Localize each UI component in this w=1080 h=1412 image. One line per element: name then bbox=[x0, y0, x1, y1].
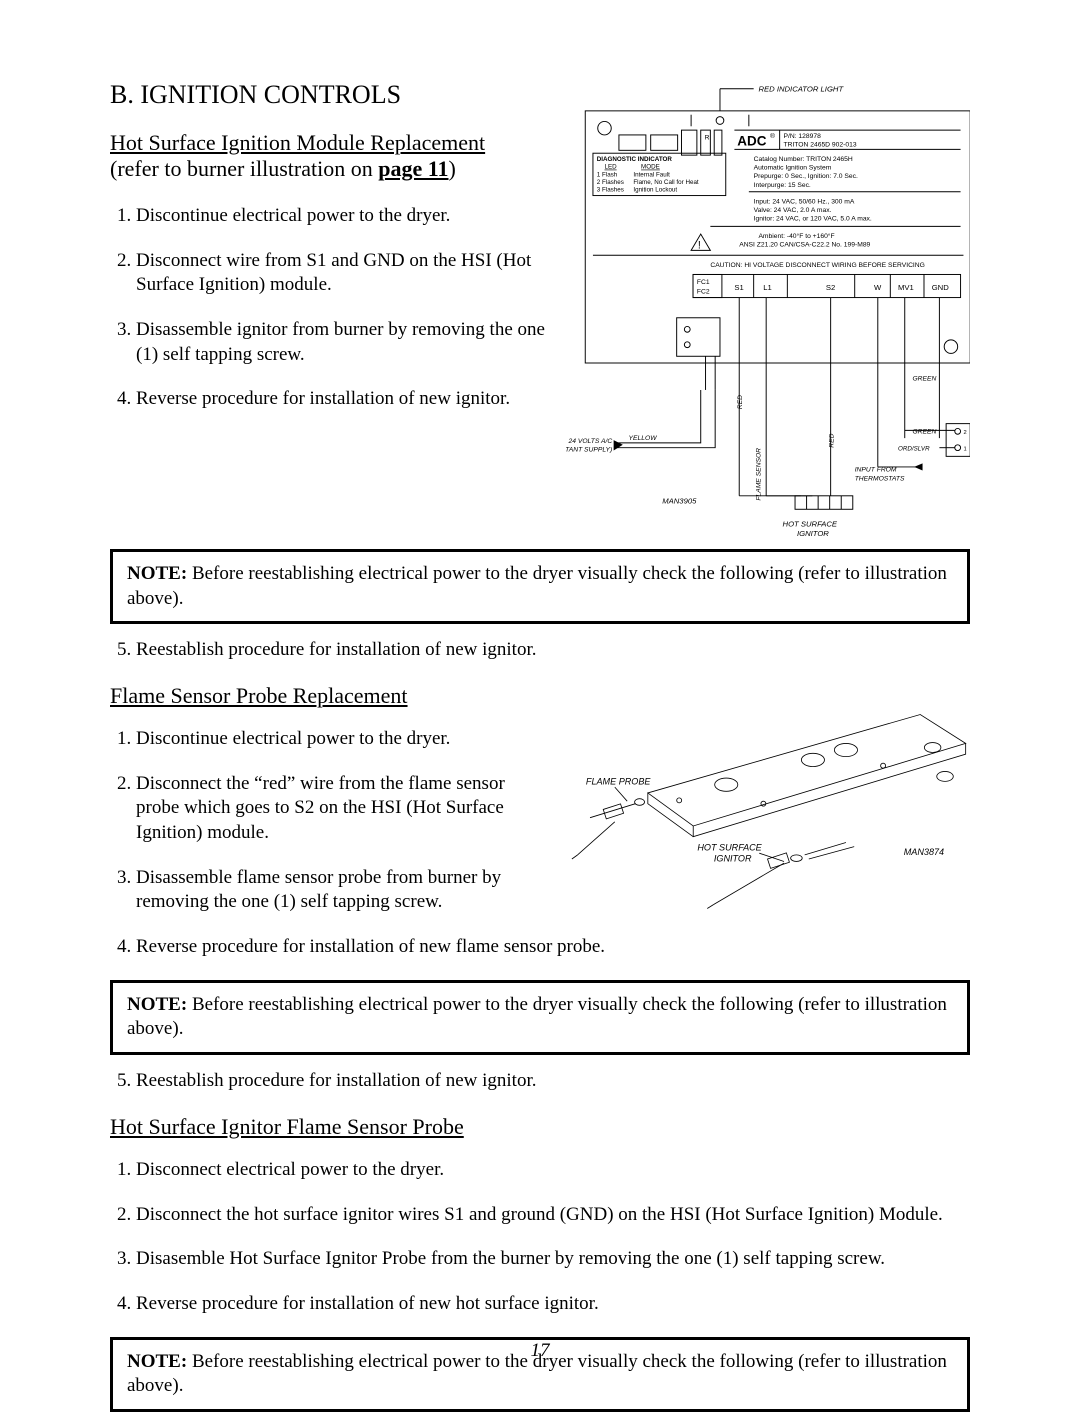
list-item: Disconnect wire from S1 and GND on the H… bbox=[136, 249, 556, 298]
fc2-label: FC2 bbox=[697, 289, 710, 296]
section-title: B. IGNITION CONTROLS bbox=[110, 80, 556, 110]
flame-probe-steps-a: Discontinue electrical power to the drye… bbox=[110, 727, 547, 915]
flame-probe-steps-b: Reestablish procedure for installation o… bbox=[110, 1069, 970, 1094]
red-wire-1: RED bbox=[737, 395, 744, 409]
list-item: Reverse procedure for installation of ne… bbox=[136, 935, 970, 960]
diag-2t: Flame, No Call for Heat bbox=[633, 179, 699, 186]
svg-text:!: ! bbox=[698, 239, 701, 251]
flame-sensor-lbl: FLAME SENSOR bbox=[755, 448, 762, 501]
pn-label: P/N: 128978 bbox=[783, 133, 821, 140]
top-left-column: B. IGNITION CONTROLS Hot Surface Ignitio… bbox=[110, 80, 556, 544]
diag-3t: Ignition Lockout bbox=[633, 187, 677, 194]
list-item: Reverse procedure for installation of ne… bbox=[136, 1292, 970, 1317]
ansi-label: ANSI Z21.20 CAN/CSA-C22.2 No. 199-M89 bbox=[739, 242, 870, 249]
top-block: B. IGNITION CONTROLS Hot Surface Ignitio… bbox=[110, 80, 970, 544]
list-item: Reestablish procedure for installation o… bbox=[136, 638, 970, 663]
page-link[interactable]: page 11 bbox=[378, 156, 448, 181]
list-item: Disassemble flame sensor probe from burn… bbox=[136, 866, 547, 915]
svg-text:1: 1 bbox=[963, 447, 966, 453]
ignitor-label: IGNITOR bbox=[797, 529, 829, 538]
burner-diagram-container: FLAME PROBE HOT SURFACE IGNITOR MAN3874 bbox=[557, 683, 970, 935]
l1-label: L1 bbox=[763, 283, 772, 292]
diag-title: DIAGNOSTIC INDICATOR bbox=[597, 156, 673, 163]
cat-label: Catalog Number: TRITON 2465H bbox=[753, 156, 852, 163]
list-item: Disconnect electrical power to the dryer… bbox=[136, 1158, 970, 1183]
yellow-label: YELLOW bbox=[628, 435, 657, 442]
note-box-2: NOTE: Before reestablishing electrical p… bbox=[110, 980, 970, 1055]
list-item: Disassemble ignitor from burner by remov… bbox=[136, 318, 556, 367]
diag-2: 2 Flashes bbox=[597, 179, 624, 186]
wiring-diagram: RED INDICATOR LIGHT bbox=[566, 82, 970, 544]
subtitle-prefix: (refer to burner illustration on bbox=[110, 156, 378, 181]
hsi-probe-steps: Disconnect electrical power to the dryer… bbox=[110, 1158, 970, 1317]
hsi-module-title: Hot Surface Ignition Module Replacement bbox=[110, 130, 556, 156]
page: B. IGNITION CONTROLS Hot Surface Ignitio… bbox=[0, 0, 1080, 1397]
hsi-module-steps-b: Reestablish procedure for installation o… bbox=[110, 638, 970, 663]
note-box-1: NOTE: Before reestablishing electrical p… bbox=[110, 549, 970, 624]
diag-mode: MODE bbox=[641, 164, 660, 171]
note-label: NOTE: bbox=[127, 994, 187, 1015]
mid-left-column: Flame Sensor Probe Replacement Discontin… bbox=[110, 683, 547, 935]
prepurge-label: Prepurge: 0 Sec., Ignition: 7.0 Sec. bbox=[753, 173, 857, 180]
diag-3: 3 Flashes bbox=[597, 187, 624, 194]
w-label: W bbox=[874, 283, 882, 292]
mid-block: Flame Sensor Probe Replacement Discontin… bbox=[110, 683, 970, 935]
list-item: Discontinue electrical power to the drye… bbox=[136, 204, 556, 229]
note-text: Before reestablishing electrical power t… bbox=[127, 563, 947, 609]
caution-label: CAUTION: HI VOLTAGE DISCONNECT WIRING BE… bbox=[710, 262, 925, 269]
hot-surface-label: HOT SURFACE bbox=[782, 520, 837, 529]
s2-label: S2 bbox=[826, 283, 835, 292]
supply-label: (CONSTANT SUPPLY) bbox=[566, 447, 612, 454]
hot-surface-label-2: HOT SURFACE bbox=[698, 843, 763, 853]
flame-probe-label: FLAME PROBE bbox=[586, 777, 652, 787]
list-item: Disasemble Hot Surface Ignitor Probe fro… bbox=[136, 1247, 970, 1272]
r-label: R bbox=[704, 135, 709, 142]
valve-label: Valve: 24 VAC, 2.0 A max. bbox=[753, 207, 831, 214]
man2-label: MAN3874 bbox=[904, 847, 944, 857]
hsi-module-subtitle: (refer to burner illustration on page 11… bbox=[110, 156, 556, 182]
ignitor-spec-label: Ignitor: 24 VAC, or 120 VAC, 5.0 A max. bbox=[753, 216, 871, 223]
page-number: 17 bbox=[0, 1340, 1080, 1362]
gnd-label: GND bbox=[932, 283, 950, 292]
fc1-label: FC1 bbox=[697, 279, 710, 286]
ignitor-label-2: IGNITOR bbox=[714, 853, 752, 863]
list-item: Disconnect the “red” wire from the flame… bbox=[136, 772, 547, 846]
input-from-label: INPUT FROM bbox=[855, 467, 897, 474]
green-wire-2: GREEN bbox=[912, 428, 936, 435]
red-indicator-label: RED INDICATOR LIGHT bbox=[758, 85, 844, 94]
diag-led: LED bbox=[604, 164, 617, 171]
note-label: NOTE: bbox=[127, 563, 187, 584]
triton-label: TRITON 2465D 902-013 bbox=[783, 141, 856, 148]
man-label: MAN3905 bbox=[662, 497, 697, 506]
list-item: Reestablish procedure for installation o… bbox=[136, 1069, 970, 1094]
hsi-module-steps-a: Discontinue electrical power to the drye… bbox=[110, 204, 556, 412]
mv1-label: MV1 bbox=[898, 283, 914, 292]
volts-label: 24 VOLTS A/C bbox=[567, 438, 612, 445]
ord-slvr-label: ORD/SLVR bbox=[898, 446, 930, 453]
red-wire-2: RED bbox=[828, 433, 835, 447]
list-item: Disconnect the hot surface ignitor wires… bbox=[136, 1203, 970, 1228]
sys-label: Automatic Ignition System bbox=[753, 165, 831, 172]
adc-label: ADC bbox=[737, 134, 766, 149]
svg-text:2: 2 bbox=[963, 430, 966, 436]
diag-1t: Internal Fault bbox=[633, 171, 670, 178]
ambient-label: Ambient: -40°F to +160°F bbox=[758, 232, 834, 240]
burner-diagram: FLAME PROBE HOT SURFACE IGNITOR MAN3874 bbox=[557, 698, 970, 913]
input-label: Input: 24 VAC, 50/60 Hz., 300 mA bbox=[753, 198, 854, 205]
list-item: Discontinue electrical power to the drye… bbox=[136, 727, 547, 752]
green-wire-1: GREEN bbox=[912, 375, 936, 382]
diag-1: 1 Flash bbox=[597, 171, 618, 178]
interpurge-label: Interpurge: 15 Sec. bbox=[753, 182, 810, 189]
wiring-diagram-container: RED INDICATOR LIGHT bbox=[566, 80, 970, 544]
note-text: Before reestablishing electrical power t… bbox=[127, 994, 947, 1040]
thermostats-label: THERMOSTATS bbox=[855, 475, 905, 482]
s1-label: S1 bbox=[734, 283, 743, 292]
adc-r: ® bbox=[770, 132, 775, 140]
hsi-probe-title: Hot Surface Ignitor Flame Sensor Probe bbox=[110, 1114, 970, 1140]
flame-probe-steps-a2: Reverse procedure for installation of ne… bbox=[110, 935, 970, 960]
subtitle-suffix: ) bbox=[449, 156, 456, 181]
list-item: Reverse procedure for installation of ne… bbox=[136, 387, 556, 412]
flame-probe-title: Flame Sensor Probe Replacement bbox=[110, 683, 547, 709]
